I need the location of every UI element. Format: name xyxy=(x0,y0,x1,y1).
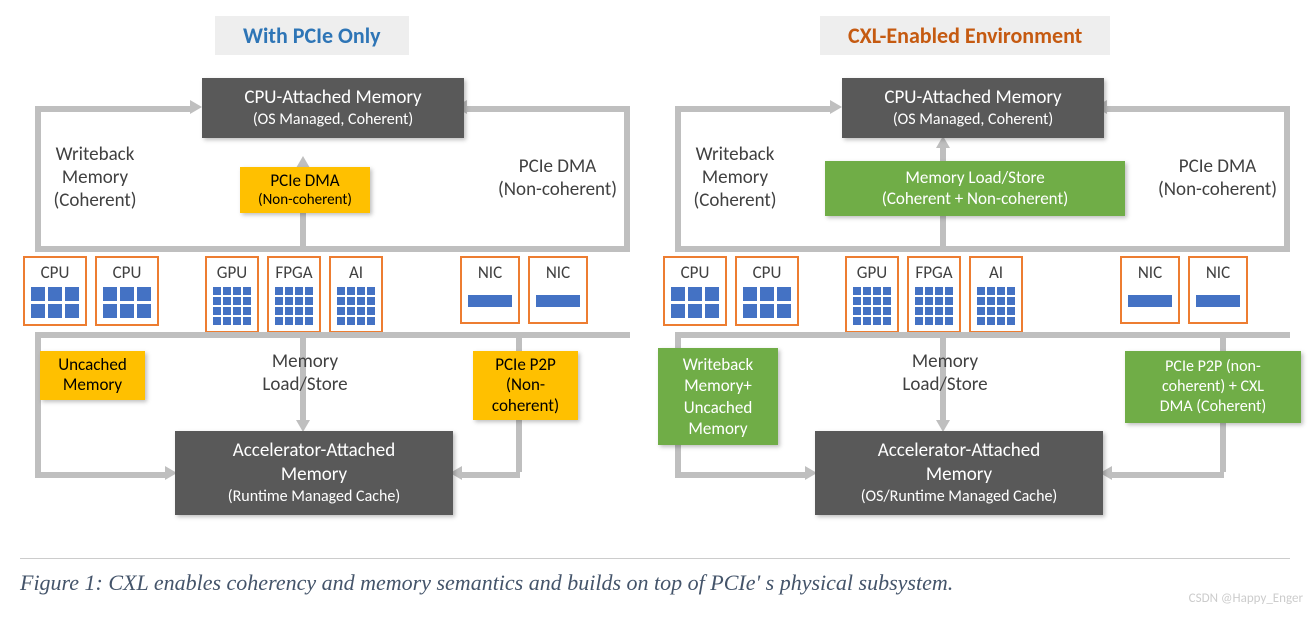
title-pcie: With PCIe Only xyxy=(215,16,409,55)
cpu-mem-box: CPU-Attached Memory (OS Managed, Coheren… xyxy=(202,78,464,138)
chip-label: AI xyxy=(337,262,375,283)
cpu-mem-sub: (OS Managed, Coherent) xyxy=(856,110,1090,130)
acc-group: GPU FPGA AI xyxy=(205,256,383,333)
acc-t1: Accelerator-Attached Memory xyxy=(189,439,439,487)
cpu-chip: CPU xyxy=(23,256,87,326)
chip-label: FPGA xyxy=(275,262,313,283)
acc-mem-box: Accelerator-Attached Memory (OS/Runtime … xyxy=(815,431,1103,515)
chip-label: GPU xyxy=(853,262,891,283)
dma-t1: PCIe DMA xyxy=(250,171,360,191)
chip-label: NIC xyxy=(468,262,512,283)
mls-t1: Memory Load/Store xyxy=(835,167,1115,188)
fpga-chip: FPGA xyxy=(907,256,961,333)
title-cxl: CXL-Enabled Environment xyxy=(820,16,1110,55)
cpu-chip: CPU xyxy=(95,256,159,326)
pcie-dma-label: PCIe DMA (Non-coherent) xyxy=(1135,156,1300,202)
cpu-mem-title: CPU-Attached Memory xyxy=(856,86,1090,110)
cpu-chip: CPU xyxy=(735,256,799,326)
nic-group: NIC NIC xyxy=(1120,256,1248,324)
acc-mem-box: Accelerator-Attached Memory (Runtime Man… xyxy=(175,431,453,515)
fpga-chip: FPGA xyxy=(267,256,321,333)
cpu-chip: CPU xyxy=(663,256,727,326)
ai-chip: AI xyxy=(329,256,383,333)
chip-label: GPU xyxy=(213,262,251,283)
acc-t2: (Runtime Managed Cache) xyxy=(189,487,439,507)
cpu-group: CPU CPU xyxy=(23,256,159,326)
gpu-chip: GPU xyxy=(845,256,899,333)
mls-t2: (Coherent + Non-coherent) xyxy=(835,188,1115,209)
nic-chip: NIC xyxy=(460,256,520,324)
rail-cpu-dh xyxy=(675,472,805,478)
chip-label: NIC xyxy=(1196,262,1240,283)
chip-label: CPU xyxy=(103,262,151,283)
chip-label: NIC xyxy=(1128,262,1172,283)
panel-cxl: CXL-Enabled Environment CPU-Attached Mem… xyxy=(660,16,1300,536)
pcie-dma-label: PCIe DMA (Non-coherent) xyxy=(475,156,640,202)
cpu-mem-sub: (OS Managed, Coherent) xyxy=(216,110,450,130)
pcie-dma-box: PCIe DMA (Non-coherent) xyxy=(240,167,370,213)
p2p-cxl-box: PCIe P2P (non- coherent) + CXL DMA (Cohe… xyxy=(1125,351,1301,423)
chip-label: CPU xyxy=(671,262,719,283)
nic-chip: NIC xyxy=(528,256,588,324)
rail-cpu-dh xyxy=(35,472,165,478)
panel-pcie: With PCIe Only CPU-Attached Memory (OS M… xyxy=(20,16,640,536)
chip-label: CPU xyxy=(743,262,791,283)
wb-uncached-box: Writeback Memory+ Uncached Memory xyxy=(658,348,778,445)
rail-cpu-horiz xyxy=(675,106,830,112)
ai-chip: AI xyxy=(969,256,1023,333)
rail-nic-dh xyxy=(1110,472,1224,478)
rail-top xyxy=(675,246,1290,252)
chip-label: NIC xyxy=(536,262,580,283)
arrow-cpu-mem xyxy=(190,100,202,114)
p2p-box: PCIe P2P (Non- coherent) xyxy=(473,351,578,420)
divider xyxy=(20,558,1290,559)
chip-label: FPGA xyxy=(915,262,953,283)
arrow-cpu-mem xyxy=(830,100,842,114)
acc-t1: Accelerator-Attached Memory xyxy=(829,439,1089,487)
acc-group: GPU FPGA AI xyxy=(845,256,1023,333)
uncached-box: Uncached Memory xyxy=(40,351,145,400)
rail-bot xyxy=(35,332,630,338)
watermark: CSDN @Happy_Enger xyxy=(1189,591,1303,606)
mem-loadstore-box: Memory Load/Store (Coherent + Non-cohere… xyxy=(825,161,1125,216)
rail-top xyxy=(35,246,630,252)
rail-cpu-horiz xyxy=(35,106,190,112)
dma-t2: (Non-coherent) xyxy=(250,191,360,209)
figure-caption: Figure 1: CXL enables coherency and memo… xyxy=(20,570,953,596)
arrow-mid-up xyxy=(936,136,950,148)
nic-chip: NIC xyxy=(1120,256,1180,324)
nic-chip: NIC xyxy=(1188,256,1248,324)
writeback-label: Writeback Memory (Coherent) xyxy=(670,144,800,212)
gpu-chip: GPU xyxy=(205,256,259,333)
memls-label: Memory Load/Store xyxy=(885,351,1005,397)
acc-t2: (OS/Runtime Managed Cache) xyxy=(829,487,1089,507)
cpu-mem-title: CPU-Attached Memory xyxy=(216,86,450,110)
rail-nic-horiz xyxy=(465,106,629,112)
rail-nic-dh xyxy=(460,472,520,478)
chip-label: CPU xyxy=(31,262,79,283)
nic-group: NIC NIC xyxy=(460,256,588,324)
writeback-label: Writeback Memory (Coherent) xyxy=(30,144,160,212)
chip-label: AI xyxy=(977,262,1015,283)
cpu-mem-box: CPU-Attached Memory (OS Managed, Coheren… xyxy=(842,78,1104,138)
memls-label: Memory Load/Store xyxy=(245,351,365,397)
rail-bot xyxy=(675,332,1290,338)
cpu-group: CPU CPU xyxy=(663,256,799,326)
rail-nic-horiz xyxy=(1105,106,1289,112)
